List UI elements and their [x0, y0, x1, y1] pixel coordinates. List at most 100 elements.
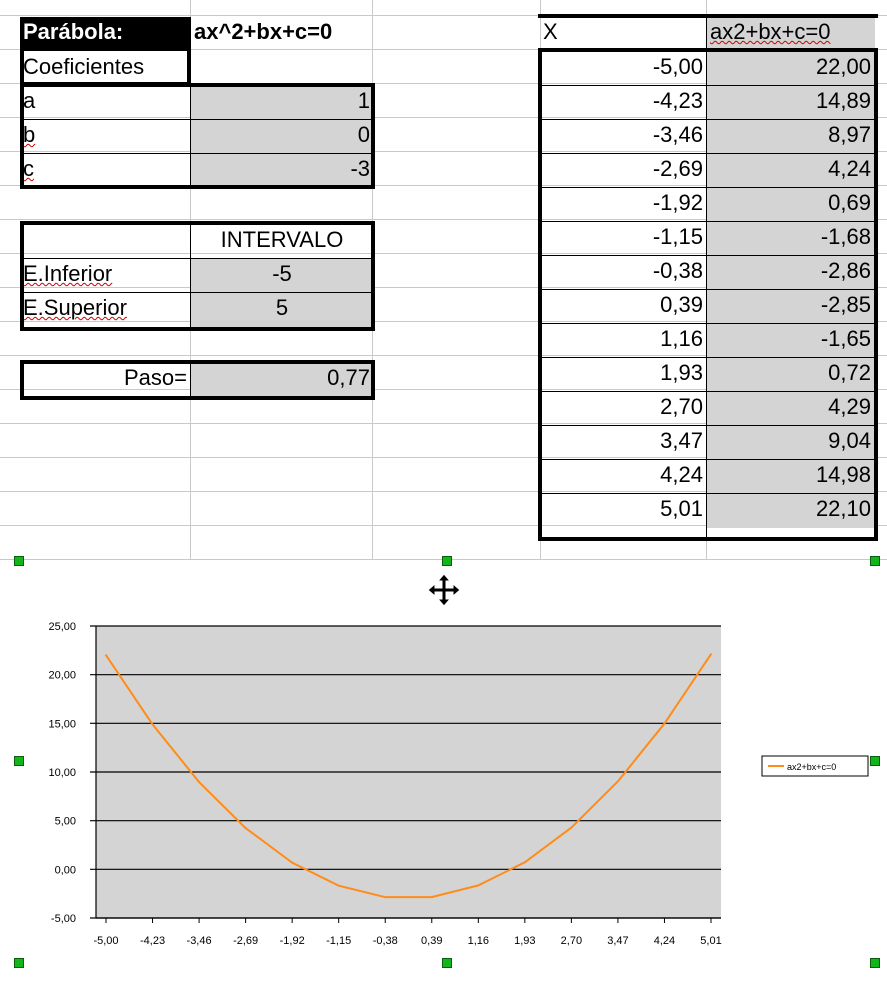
gridline-row — [0, 525, 887, 526]
y-tick-label: 25,00 — [48, 621, 76, 633]
data-point — [198, 781, 201, 784]
formula-cell[interactable]: ax^2+bx+c=0 — [194, 19, 333, 44]
row-divider — [540, 323, 876, 324]
col-divider — [190, 83, 191, 189]
x-tick-label: 1,93 — [514, 935, 535, 947]
resize-handle-top[interactable] — [442, 556, 452, 566]
table-cell-x[interactable]: 5,01 — [660, 496, 703, 521]
table-cell-x[interactable]: -4,23 — [652, 88, 703, 113]
table-cell-x[interactable]: 0,39 — [660, 292, 703, 317]
series-line — [105, 653, 712, 899]
table-header-x[interactable]: X — [543, 19, 558, 44]
lower-limit-value[interactable]: -5 — [191, 259, 373, 293]
coef-a-value[interactable]: 1 — [191, 86, 373, 120]
row-divider — [540, 85, 876, 86]
table-cell-y[interactable]: 0,72 — [707, 358, 874, 392]
resize-handle-bottom-left[interactable] — [14, 958, 24, 968]
x-tick-label: 0,39 — [421, 935, 442, 947]
step-label[interactable]: Paso= — [124, 365, 187, 390]
coef-b-value[interactable]: 0 — [191, 120, 373, 154]
lower-limit-label[interactable]: E.Inferior — [23, 261, 113, 286]
y-tick-label: 10,00 — [48, 767, 76, 779]
table-cell-y[interactable]: 4,29 — [707, 392, 874, 426]
x-tick-label: 5,01 — [700, 935, 721, 947]
row-divider — [540, 153, 876, 154]
table-top-line — [538, 14, 878, 18]
table-cell-x[interactable]: 3,47 — [660, 428, 703, 453]
x-tick-label: -3,46 — [187, 935, 212, 947]
coef-b-label[interactable]: b — [23, 122, 36, 147]
line-chart[interactable]: 25,00 20,00 15,00 10,00 5,00 0,00 -5,00 -5,00 -4… — [0, 560, 887, 988]
row-divider — [20, 258, 375, 259]
data-point — [663, 722, 666, 725]
table-cell-y[interactable]: -2,86 — [707, 256, 874, 290]
col-divider — [706, 18, 707, 541]
resize-handle-left[interactable] — [14, 756, 24, 766]
table-cell-x[interactable]: -0,38 — [652, 258, 703, 283]
data-point — [616, 780, 619, 783]
table-cell-y[interactable]: -1,65 — [707, 324, 874, 358]
table-cell-y[interactable]: 9,04 — [707, 426, 874, 460]
table-cell-y[interactable]: 8,97 — [707, 120, 874, 154]
table-cell-x[interactable]: -1,15 — [652, 224, 703, 249]
row-divider — [540, 289, 876, 290]
row-divider — [540, 459, 876, 460]
row-divider — [540, 425, 876, 426]
gridline-row — [0, 457, 887, 458]
gridline-row — [0, 389, 887, 390]
table-cell-y[interactable]: 0,69 — [707, 188, 874, 222]
table-cell-y[interactable]: 22,10 — [707, 494, 874, 528]
legend-box — [761, 755, 869, 777]
table-cell-x[interactable]: -3,46 — [652, 122, 703, 147]
gridline-row — [0, 185, 887, 186]
chart-object[interactable]: 25,00 20,00 15,00 10,00 5,00 0,00 -5,00 -5,00 -4… — [0, 560, 887, 988]
resize-handle-top-left[interactable] — [14, 556, 24, 566]
data-point — [570, 826, 573, 829]
table-cell-x[interactable]: 2,70 — [660, 394, 703, 419]
x-tick-label: -1,92 — [280, 935, 305, 947]
y-tick-label: 0,00 — [55, 864, 76, 876]
title-label[interactable]: Parábola: — [20, 17, 190, 51]
table-cell-x[interactable]: -1,92 — [652, 190, 703, 215]
table-cell-y[interactable]: 22,00 — [707, 52, 874, 86]
gridline-row — [0, 355, 887, 356]
table-cell-y[interactable]: -1,68 — [707, 222, 874, 256]
table-header-y[interactable]: ax2+bx+c=0 — [707, 17, 875, 51]
gridline-col — [190, 0, 191, 988]
row-divider — [20, 292, 375, 293]
table-cell-x[interactable]: -5,00 — [652, 54, 703, 79]
table-cell-x[interactable]: -2,69 — [652, 156, 703, 181]
upper-limit-label[interactable]: E.Superior — [23, 295, 127, 320]
resize-handle-bottom[interactable] — [442, 958, 452, 968]
resize-handle-top-right[interactable] — [870, 556, 880, 566]
x-tick-label: 1,16 — [468, 935, 489, 947]
interval-header[interactable]: INTERVALO — [220, 227, 344, 252]
coef-c-value[interactable]: -3 — [191, 154, 373, 188]
resize-handle-bottom-right[interactable] — [870, 958, 880, 968]
x-tick-label: 4,24 — [654, 935, 675, 947]
table-cell-y[interactable]: 14,98 — [707, 460, 874, 494]
x-tick-label: -1,15 — [326, 935, 351, 947]
step-value[interactable]: 0,77 — [191, 363, 373, 397]
table-cell-y[interactable]: 4,24 — [707, 154, 874, 188]
table-cell-x[interactable]: 4,24 — [660, 462, 703, 487]
table-cell-x[interactable]: 1,93 — [660, 360, 703, 385]
table-cell-x[interactable]: 1,16 — [660, 326, 703, 351]
table-cell-y[interactable]: 14,89 — [707, 86, 874, 120]
y-tick-label: 5,00 — [55, 816, 76, 828]
gridline-row — [0, 49, 887, 50]
x-tick-label: -2,69 — [233, 935, 258, 947]
gridline-row — [0, 287, 887, 288]
row-divider — [540, 391, 876, 392]
coef-c-label[interactable]: c — [23, 156, 34, 181]
col-divider — [190, 221, 191, 331]
upper-limit-value[interactable]: 5 — [191, 293, 373, 327]
data-point — [384, 896, 387, 899]
table-cell-y[interactable]: -2,85 — [707, 290, 874, 324]
coef-header[interactable]: Coeficientes — [23, 54, 145, 79]
coef-a-label[interactable]: a — [23, 88, 36, 113]
row-divider — [20, 119, 375, 120]
resize-handle-right[interactable] — [870, 756, 880, 766]
x-tick-label: -4,23 — [140, 935, 165, 947]
legend-label: ax2+bx+c=0 — [787, 762, 836, 772]
